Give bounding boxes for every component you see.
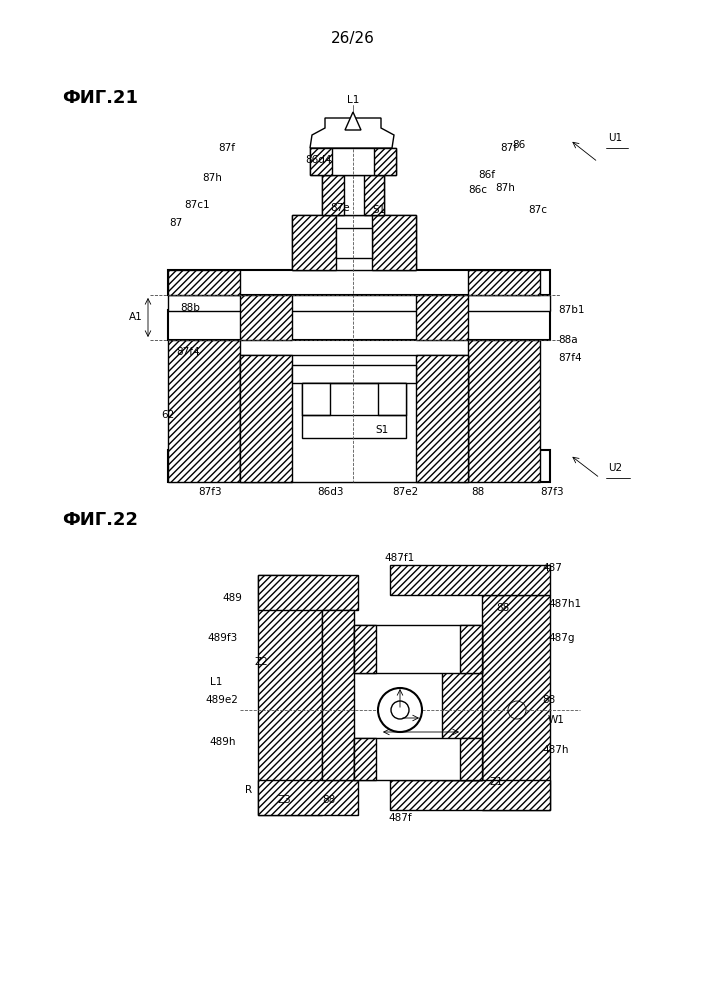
Bar xyxy=(374,148,396,175)
Bar xyxy=(168,295,550,311)
Bar xyxy=(168,340,240,482)
Text: ФИГ.21: ФИГ.21 xyxy=(62,89,138,107)
Bar xyxy=(378,383,406,415)
Text: 87f4: 87f4 xyxy=(176,347,200,357)
Text: 489: 489 xyxy=(222,593,242,603)
Text: 26/26: 26/26 xyxy=(331,30,375,45)
Text: 487g: 487g xyxy=(548,633,575,643)
Bar xyxy=(240,295,292,340)
Text: 87f3: 87f3 xyxy=(198,487,222,497)
Text: Z3: Z3 xyxy=(278,795,292,805)
Bar xyxy=(310,148,396,175)
Polygon shape xyxy=(310,118,394,148)
Text: L1: L1 xyxy=(347,95,359,105)
Bar xyxy=(240,355,292,482)
Text: ФИГ.22: ФИГ.22 xyxy=(62,511,138,529)
Text: Z1: Z1 xyxy=(490,777,504,787)
Bar xyxy=(336,228,372,258)
Bar xyxy=(240,355,468,482)
Text: S1: S1 xyxy=(372,205,385,215)
Bar xyxy=(302,383,330,415)
Text: L1: L1 xyxy=(209,677,222,687)
Text: 87c1: 87c1 xyxy=(185,200,210,210)
Bar xyxy=(258,575,322,815)
Text: 87h: 87h xyxy=(202,173,222,183)
Bar xyxy=(468,270,540,295)
Text: 487h1: 487h1 xyxy=(548,599,581,609)
Polygon shape xyxy=(345,112,361,130)
Text: 87f: 87f xyxy=(218,143,235,153)
Bar xyxy=(354,738,482,780)
Text: R: R xyxy=(245,785,252,795)
Bar xyxy=(372,215,416,270)
Bar xyxy=(292,215,416,270)
Text: 87h: 87h xyxy=(495,183,515,193)
Bar xyxy=(354,625,482,673)
Text: 62: 62 xyxy=(162,410,175,420)
Text: 87e: 87e xyxy=(330,203,350,213)
Bar xyxy=(460,738,482,780)
Bar xyxy=(364,175,384,215)
Bar xyxy=(310,148,332,175)
Bar xyxy=(322,175,344,215)
Text: 87f3: 87f3 xyxy=(540,487,563,497)
Bar xyxy=(168,310,550,340)
Text: 87: 87 xyxy=(169,218,182,228)
Text: 86: 86 xyxy=(512,140,525,150)
Text: 489h: 489h xyxy=(209,737,236,747)
Bar xyxy=(482,595,550,810)
Text: 487h: 487h xyxy=(542,745,568,755)
Text: A1: A1 xyxy=(129,312,143,322)
Bar xyxy=(468,340,540,482)
Bar xyxy=(354,625,376,673)
Text: 86d3: 86d3 xyxy=(317,487,344,497)
Bar xyxy=(354,738,376,780)
Text: 86c: 86c xyxy=(468,185,487,195)
Text: W1: W1 xyxy=(548,715,565,725)
Text: 87b1: 87b1 xyxy=(558,305,585,315)
Text: 487f1: 487f1 xyxy=(385,553,415,563)
Text: 87e2: 87e2 xyxy=(392,487,418,497)
Text: 88a: 88a xyxy=(558,335,578,345)
Text: U2: U2 xyxy=(608,463,622,473)
Bar xyxy=(390,565,550,595)
Bar xyxy=(442,630,482,780)
Text: 489f3: 489f3 xyxy=(208,633,238,643)
Text: 88: 88 xyxy=(542,695,555,705)
Bar xyxy=(258,575,358,610)
Bar xyxy=(416,355,468,482)
Bar xyxy=(460,625,482,673)
Text: 88: 88 xyxy=(322,795,335,805)
Text: S1: S1 xyxy=(375,425,388,435)
Text: 86d4: 86d4 xyxy=(305,155,332,165)
Bar xyxy=(322,610,354,780)
Text: U1: U1 xyxy=(608,133,622,143)
Text: 487: 487 xyxy=(542,563,562,573)
Text: 88b: 88b xyxy=(180,303,200,313)
Text: 487f: 487f xyxy=(388,813,411,823)
Bar xyxy=(168,450,550,482)
Text: 88: 88 xyxy=(472,487,484,497)
Bar xyxy=(322,175,384,215)
Bar xyxy=(416,295,468,340)
Text: 87f4: 87f4 xyxy=(558,353,582,363)
Bar xyxy=(390,780,550,810)
Text: 86f: 86f xyxy=(478,170,495,180)
Bar xyxy=(168,270,240,295)
Bar xyxy=(258,780,358,815)
Bar xyxy=(292,215,336,270)
Bar xyxy=(292,365,416,383)
Text: 88: 88 xyxy=(496,603,509,613)
Text: 87c: 87c xyxy=(528,205,547,215)
Text: Z2: Z2 xyxy=(255,657,268,667)
Text: 87f: 87f xyxy=(500,143,517,153)
Bar xyxy=(168,270,550,295)
Bar xyxy=(302,383,406,438)
Text: 489e2: 489e2 xyxy=(205,695,238,705)
